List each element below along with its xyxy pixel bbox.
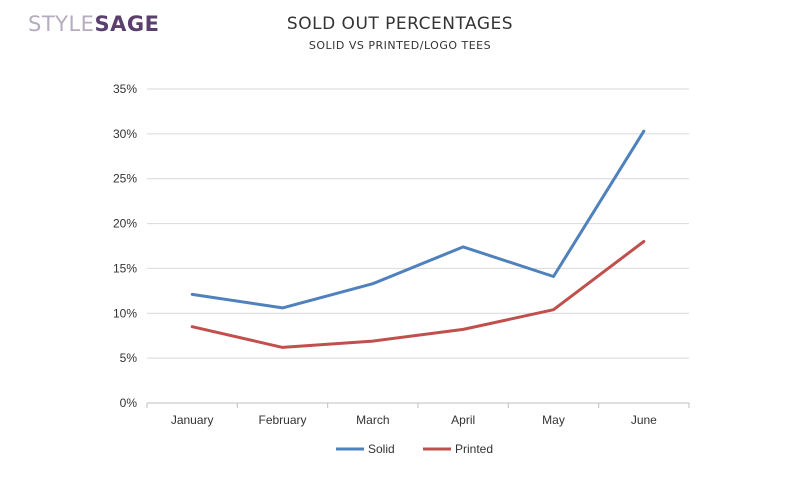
stylesage-logo: STYLESAGE: [28, 12, 159, 36]
y-tick-label: 35%: [113, 82, 137, 96]
logo-style-text: STYLE: [28, 12, 95, 36]
chart-title: SOLD OUT PERCENTAGES: [286, 14, 514, 34]
series-line-solid: [190, 129, 646, 310]
y-tick-label: 25%: [113, 172, 137, 186]
y-tick-label: 10%: [113, 306, 137, 320]
y-tick-label: 30%: [113, 127, 137, 141]
x-tick-label: February: [258, 413, 306, 427]
y-tick-label: 15%: [113, 261, 137, 275]
y-tick-label: 5%: [120, 351, 138, 365]
y-tick-label: 20%: [113, 217, 137, 231]
logo-sage-text: SAGE: [94, 12, 160, 36]
series-lines: [190, 129, 646, 349]
y-tick-label: 0%: [120, 396, 138, 410]
chart-title-block: SOLD OUT PERCENTAGES SOLID VS PRINTED/LO…: [0, 14, 800, 52]
legend-label-solid: Solid: [368, 442, 395, 456]
legend: Solid Printed: [336, 442, 493, 456]
x-tick-label: March: [356, 413, 389, 427]
chart-subtitle: SOLID VS PRINTED/LOGO TEES: [308, 39, 492, 52]
x-tick-label: May: [542, 413, 565, 427]
axes: 0% 5% 10% 15% 20% 25% 30% 35% January February Mar…: [113, 82, 690, 427]
gridlines: [147, 88, 689, 359]
series-line-printed: [190, 240, 646, 349]
x-tick-label: January: [171, 413, 214, 427]
x-tick-label: April: [451, 413, 475, 427]
x-tick-label: June: [631, 413, 657, 427]
legend-label-printed: Printed: [455, 442, 493, 456]
